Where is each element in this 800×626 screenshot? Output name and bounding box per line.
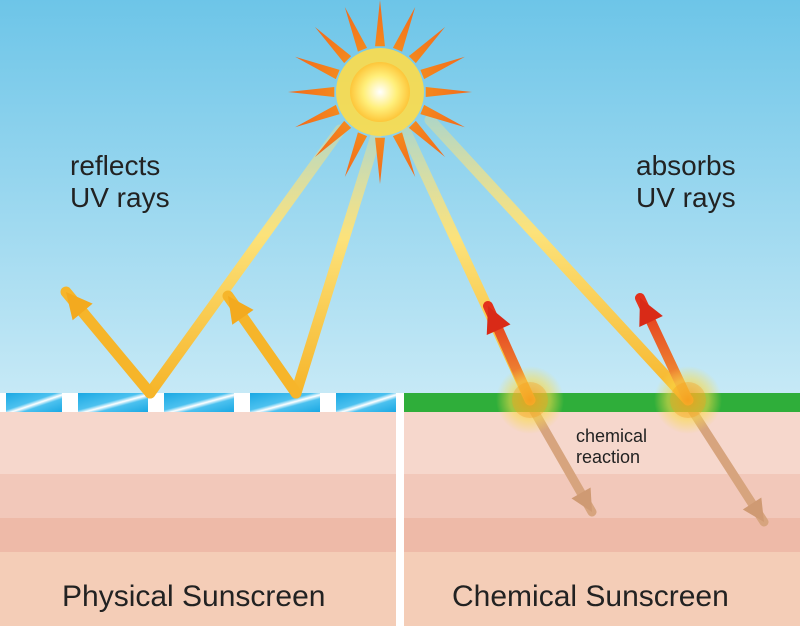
physical-segment-4 [336, 393, 396, 412]
physical-segment-2 [164, 393, 234, 412]
sun-icon [288, 0, 472, 184]
diagram-svg [0, 0, 800, 626]
label-absorbs: absorbs UV rays [636, 150, 736, 214]
diagram-root: reflects UV rays absorbs UV rays chemica… [0, 0, 800, 626]
label-reaction: chemical reaction [576, 426, 647, 467]
chemical-bar [404, 393, 800, 412]
label-chemical: Chemical Sunscreen [452, 580, 729, 615]
label-reflects: reflects UV rays [70, 150, 170, 214]
physical-segment-1 [78, 393, 148, 412]
reaction-glow-core-1 [670, 382, 706, 418]
label-physical: Physical Sunscreen [62, 580, 325, 615]
reaction-glow-core-0 [512, 382, 548, 418]
center-divider [396, 393, 404, 626]
physical-segment-3 [250, 393, 320, 412]
physical-segment-0 [6, 393, 62, 412]
